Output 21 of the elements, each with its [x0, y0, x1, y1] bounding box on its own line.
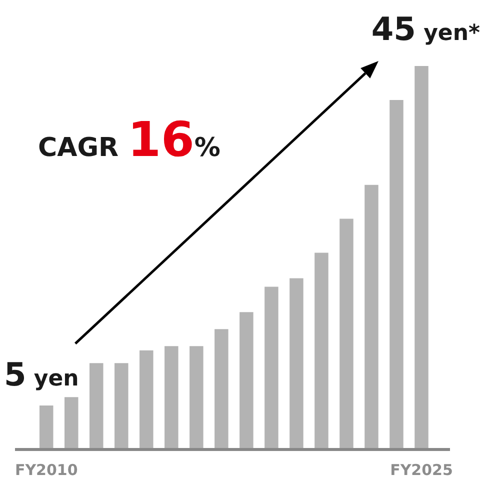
- bar: [264, 286, 278, 448]
- bar: [390, 100, 404, 448]
- bar: [314, 252, 328, 448]
- data-label: 5 yen: [4, 356, 79, 394]
- x-tick-label: FY2010: [14, 460, 78, 479]
- bar: [114, 363, 128, 448]
- bar: [64, 397, 78, 448]
- data-label: 45 yen*: [371, 10, 480, 48]
- annotation: CAGR 16%: [38, 112, 220, 168]
- bar: [240, 312, 254, 448]
- bar: [364, 184, 378, 448]
- x-tick-label: FY2025: [390, 460, 453, 479]
- bar: [39, 406, 54, 448]
- bar: [190, 346, 204, 448]
- bar: [164, 346, 178, 448]
- bar: [290, 278, 304, 448]
- bar: [90, 363, 104, 448]
- bar: [214, 329, 228, 448]
- bar: [414, 66, 428, 448]
- bar: [340, 218, 354, 448]
- bar: [140, 350, 154, 448]
